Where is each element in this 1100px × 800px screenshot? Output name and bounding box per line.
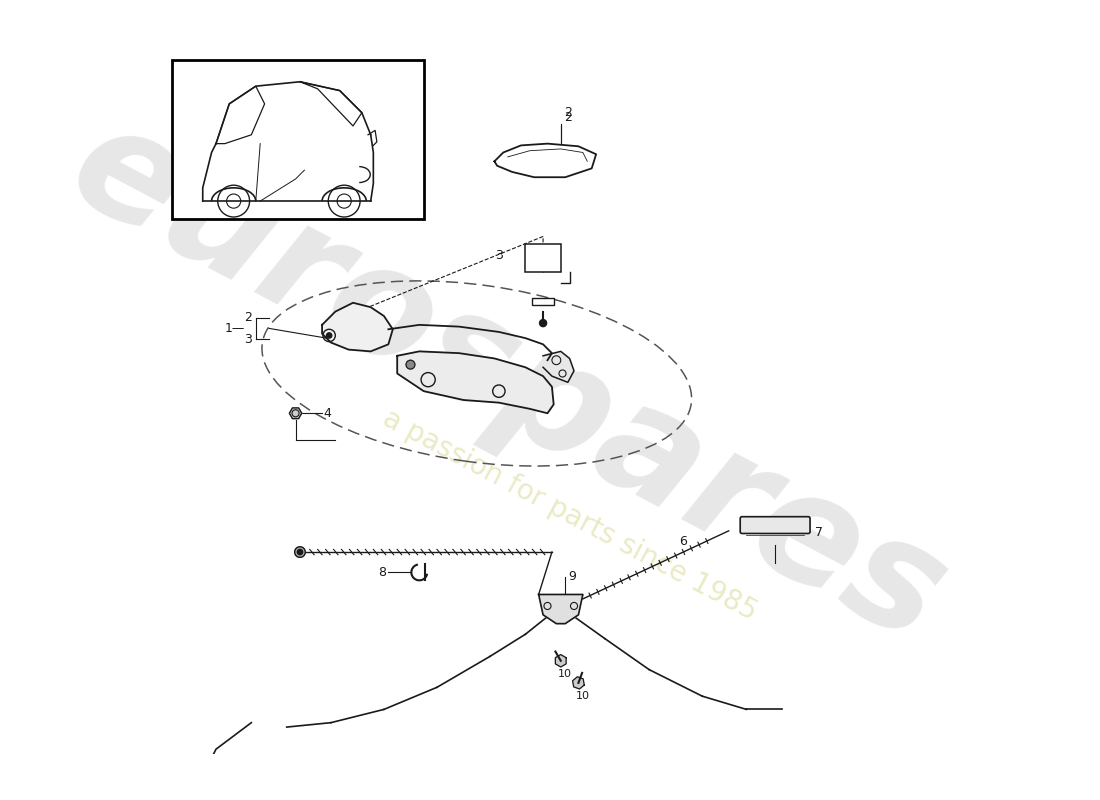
Polygon shape bbox=[397, 351, 553, 414]
Text: eurospares: eurospares bbox=[46, 90, 969, 675]
Text: 2: 2 bbox=[244, 311, 252, 324]
Text: 4: 4 bbox=[323, 406, 332, 420]
Text: a passion for parts since 1985: a passion for parts since 1985 bbox=[377, 404, 761, 626]
Text: 3: 3 bbox=[495, 249, 504, 262]
FancyBboxPatch shape bbox=[532, 298, 553, 306]
Text: 7: 7 bbox=[815, 526, 823, 539]
Circle shape bbox=[295, 546, 306, 558]
Text: 1—: 1— bbox=[224, 322, 245, 335]
Text: 3: 3 bbox=[244, 333, 252, 346]
Text: 6: 6 bbox=[679, 535, 688, 548]
Circle shape bbox=[539, 319, 547, 326]
Polygon shape bbox=[573, 677, 584, 689]
Text: 10: 10 bbox=[558, 669, 572, 678]
Circle shape bbox=[297, 550, 302, 554]
Text: 10: 10 bbox=[576, 690, 590, 701]
Polygon shape bbox=[322, 302, 393, 351]
Polygon shape bbox=[539, 594, 583, 624]
Text: 2: 2 bbox=[564, 110, 572, 124]
Polygon shape bbox=[556, 654, 566, 667]
Bar bbox=[172, 60, 424, 218]
Text: 2: 2 bbox=[564, 106, 572, 119]
Circle shape bbox=[406, 360, 415, 369]
Polygon shape bbox=[289, 408, 301, 418]
Circle shape bbox=[327, 333, 332, 338]
FancyBboxPatch shape bbox=[526, 243, 561, 272]
FancyBboxPatch shape bbox=[740, 517, 810, 534]
Text: 8: 8 bbox=[377, 566, 386, 579]
Polygon shape bbox=[543, 351, 574, 382]
Text: 9: 9 bbox=[568, 570, 575, 583]
